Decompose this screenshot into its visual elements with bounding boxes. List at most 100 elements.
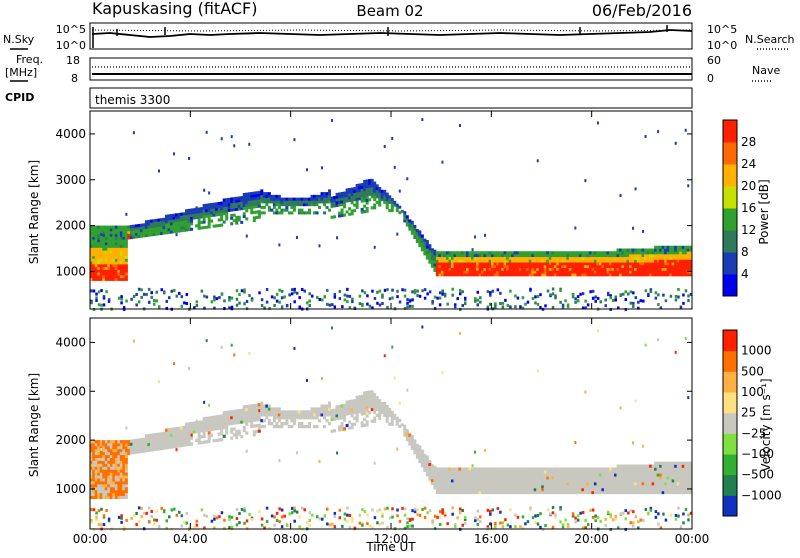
power-echo-cell (589, 290, 592, 293)
power-echo-cell (376, 184, 379, 187)
velocity-echo-cell (281, 509, 284, 512)
power-echo-cell (374, 246, 376, 249)
velocity-echo-cell (283, 515, 286, 518)
velocity-echo-cell (143, 512, 146, 515)
velocity-echo-cell (240, 435, 243, 438)
power-echo-cell (286, 304, 289, 307)
power-echo-cell (334, 296, 337, 299)
velocity-echo-cell (441, 371, 443, 374)
power-colorbar-segment (723, 230, 737, 253)
velocity-echo-cell (221, 511, 224, 514)
power-echo-cell (98, 303, 101, 306)
power-echo-cell (225, 212, 228, 215)
power-echo-cell (160, 288, 163, 291)
power-echo-cell (278, 195, 281, 198)
power-echo-cell (487, 290, 490, 293)
freq-left-tick-bottom: 8 (71, 72, 78, 85)
velocity-echo-cell (231, 526, 234, 529)
velocity-echo-cell (173, 508, 176, 511)
power-colorbar-segment (723, 186, 737, 209)
power-echo-cell (208, 223, 211, 226)
power-echo-cell (373, 182, 376, 185)
velocity-echo-cell (514, 525, 517, 528)
velocity-echo-cell (398, 419, 401, 422)
velocity-echo-cell (208, 437, 211, 440)
power-echo-cell (298, 305, 301, 308)
power-echo-cell (642, 300, 645, 303)
power-echo-cell (95, 293, 98, 296)
velocity-echo-cell (90, 508, 93, 511)
power-echo-cell (316, 211, 319, 214)
velocity-echo-cell (246, 527, 249, 530)
velocity-echo-cell (509, 525, 512, 528)
power-echo-cell (213, 296, 216, 299)
velocity-echo-cell (386, 417, 389, 420)
velocity-echo-cell (188, 367, 190, 370)
power-echo-cell (497, 288, 500, 291)
velocity-echo-cell (125, 519, 128, 522)
power-echo-cell (349, 295, 352, 298)
velocity-echo-cell (268, 419, 271, 422)
velocity-echo-cell (176, 514, 179, 517)
velocity-echo-cell (203, 514, 206, 517)
velocity-echo-cell (266, 507, 269, 510)
velocity-echo-cell (120, 517, 123, 520)
velocity-echo-cell (246, 450, 248, 453)
velocity-echo-cell (291, 507, 294, 510)
power-echo-cell (351, 300, 354, 303)
velocity-echo-cell (376, 396, 379, 399)
power-echo-cell (235, 222, 238, 225)
velocity-echo-cell (494, 525, 497, 528)
velocity-echo-cell (181, 525, 184, 528)
power-echo-cell (393, 201, 396, 204)
velocity-echo-cell (319, 517, 322, 520)
power-echo-cell (100, 289, 103, 292)
power-echo-cell (411, 290, 414, 293)
velocity-echo-cell (271, 514, 274, 517)
noise-panel-frame (90, 23, 692, 49)
velocity-echo-cell (612, 518, 615, 521)
power-echo-region (90, 118, 692, 311)
velocity-echo-cell (263, 425, 266, 428)
velocity-echo-cell (231, 344, 233, 347)
power-echo-cell (552, 306, 555, 309)
power-echo-cell (441, 290, 444, 293)
velocity-echo-cell (459, 508, 462, 511)
power-echo-cell (346, 295, 349, 298)
power-echo-cell (562, 304, 565, 307)
power-echo-cell (278, 289, 281, 292)
power-echo-cell (685, 129, 687, 132)
power-echo-cell (374, 297, 377, 300)
velocity-echo-cell (428, 460, 431, 463)
power-y-tick-label: 1000 (55, 264, 86, 278)
velocity-echo-cell (178, 511, 181, 514)
velocity-echo-cell (346, 514, 349, 517)
velocity-echo-cell (105, 509, 108, 512)
velocity-echo-cell (323, 425, 326, 428)
power-echo-cell (293, 138, 295, 141)
power-echo-cell (283, 295, 286, 298)
power-echo-cell (409, 300, 412, 303)
power-echo-cell (203, 189, 205, 192)
power-echo-cell (378, 187, 381, 190)
velocity-echo-cell (522, 515, 525, 518)
velocity-echo-cell (135, 523, 138, 526)
velocity-echo-cell (384, 354, 386, 357)
power-echo-cell (326, 303, 329, 306)
power-echo-cell (336, 236, 338, 239)
velocity-echo-cell (366, 513, 369, 516)
power-echo-cell (574, 301, 577, 304)
power-echo-cell (592, 290, 595, 293)
velocity-echo-cell (108, 518, 111, 521)
velocity-echo-cell (95, 516, 98, 519)
power-echo-cell (158, 305, 161, 308)
velocity-echo-cell (635, 399, 637, 402)
velocity-echo-cell (489, 513, 492, 516)
power-echo-cell (273, 304, 276, 307)
velocity-echo-cell (125, 487, 128, 490)
velocity-echo-cell (233, 353, 235, 356)
power-echo-cell (582, 292, 585, 295)
power-echo-cell (291, 288, 294, 291)
velocity-echo-cell (278, 520, 281, 523)
power-echo-cell (386, 206, 389, 209)
